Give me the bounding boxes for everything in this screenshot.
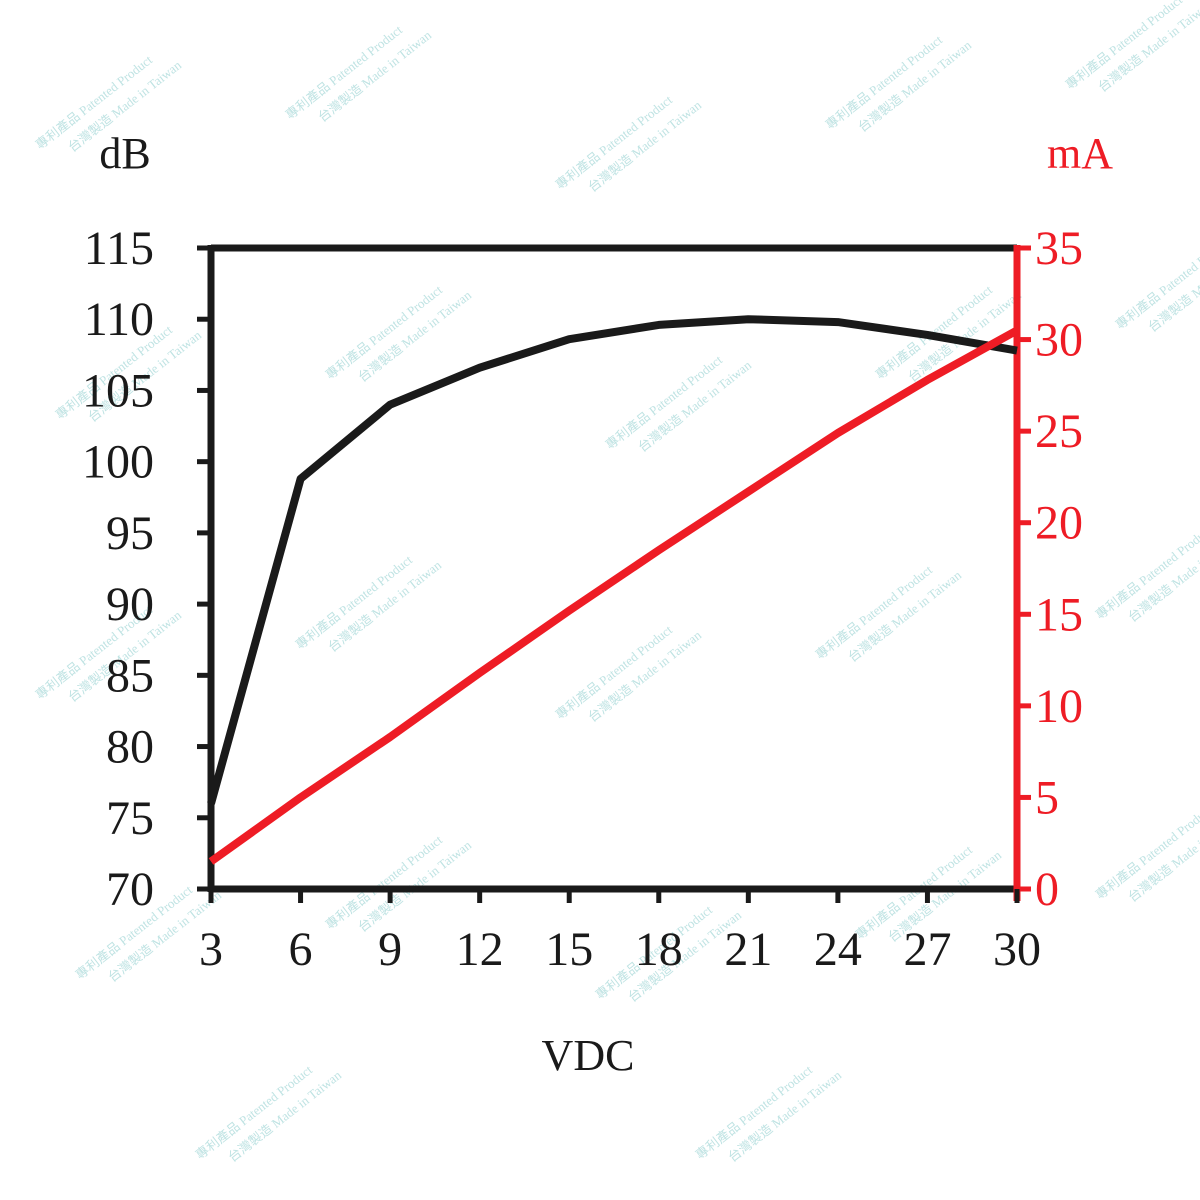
x-axis-tick-label: 12 bbox=[456, 923, 504, 976]
x-axis-tick-label: 21 bbox=[724, 923, 772, 976]
x-axis-tick-label: 15 bbox=[545, 923, 593, 976]
x-axis-tick-label: 30 bbox=[993, 923, 1041, 976]
left-axis-tick-label: 95 bbox=[106, 507, 154, 560]
x-axis-tick-label: 18 bbox=[635, 923, 683, 976]
right-axis-tick-label: 30 bbox=[1035, 314, 1083, 367]
left-axis-tick-label: 75 bbox=[106, 792, 154, 845]
left-axis-tick-label: 115 bbox=[84, 222, 154, 275]
sound-level-db-line bbox=[207, 315, 1018, 805]
x-axis-tick-label: 24 bbox=[814, 923, 862, 976]
left-axis-tick-label: 70 bbox=[106, 863, 154, 916]
x-axis-tick-label: 3 bbox=[199, 923, 223, 976]
left-axis-tick-label: 110 bbox=[84, 293, 154, 346]
current-ma-line bbox=[208, 326, 1019, 865]
right-axis-tick-label: 5 bbox=[1035, 771, 1059, 824]
x-axis-tick-label: 9 bbox=[378, 923, 402, 976]
left-axis-tick-label: 90 bbox=[106, 578, 154, 631]
left-axis-tick-label: 80 bbox=[106, 721, 154, 774]
right-axis-tick-label: 10 bbox=[1035, 680, 1083, 733]
x-axis-tick-label: 6 bbox=[289, 923, 313, 976]
left-axis-tick-label: 100 bbox=[82, 436, 154, 489]
right-axis-tick-label: 35 bbox=[1035, 222, 1083, 275]
left-axis-title: dB bbox=[99, 129, 150, 178]
right-axis-tick-label: 15 bbox=[1035, 588, 1083, 641]
right-axis-tick-label: 25 bbox=[1035, 405, 1083, 458]
x-axis-tick-label: 27 bbox=[903, 923, 951, 976]
right-axis-tick-label: 20 bbox=[1035, 497, 1083, 550]
right-axis-tick-label: 0 bbox=[1035, 863, 1059, 916]
right-axis-title: mA bbox=[1047, 129, 1113, 178]
x-axis-title: VDC bbox=[542, 1031, 635, 1080]
left-axis-tick-label: 85 bbox=[106, 649, 154, 702]
left-axis-tick-label: 105 bbox=[82, 364, 154, 417]
plot-area: 70 75 80 85 90 95 100 105 110 115 0 5 10 15 20 25 30 35 3 6… bbox=[82, 222, 1083, 976]
